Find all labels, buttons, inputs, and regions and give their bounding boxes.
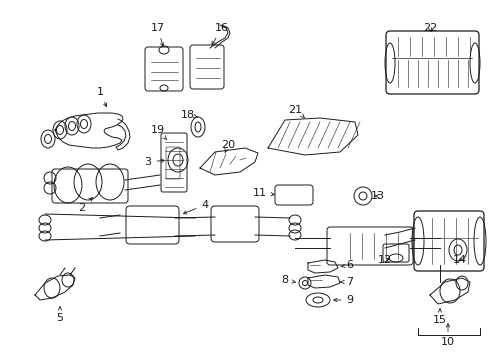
Text: 20: 20 [221,140,235,153]
Text: 11: 11 [252,188,274,198]
Text: 4: 4 [183,200,208,214]
Text: 22: 22 [422,23,436,33]
Text: 14: 14 [452,255,466,265]
Text: 19: 19 [151,125,166,140]
Text: 6: 6 [340,260,353,270]
Text: 5: 5 [57,307,63,323]
Text: 1: 1 [96,87,106,107]
Text: 7: 7 [340,277,353,287]
Text: 13: 13 [370,191,384,201]
Text: 12: 12 [377,255,391,265]
Text: 10: 10 [440,324,454,347]
Text: 18: 18 [181,110,198,120]
Text: 21: 21 [287,105,304,118]
Text: 8: 8 [281,275,295,285]
Text: 17: 17 [151,23,165,46]
Text: 16: 16 [211,23,228,45]
Text: 2: 2 [78,198,92,213]
Text: 3: 3 [144,157,164,167]
Text: 15: 15 [432,309,446,325]
Text: 9: 9 [333,295,353,305]
